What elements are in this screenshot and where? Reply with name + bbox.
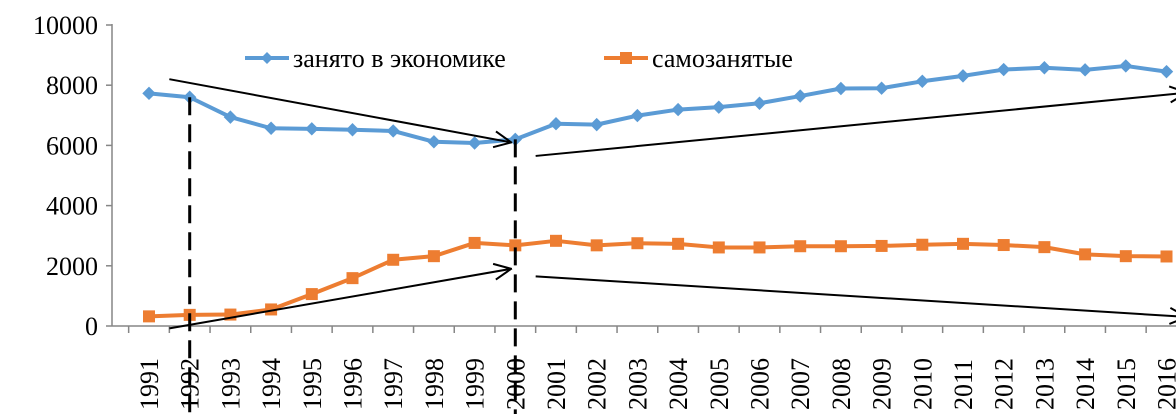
data-point	[305, 288, 318, 301]
data-point	[793, 89, 807, 103]
x-tick-label: 1991	[135, 358, 164, 410]
data-point	[549, 117, 563, 131]
legend-label: занято в экономике	[293, 44, 506, 73]
data-point	[590, 239, 603, 252]
data-point	[1119, 59, 1133, 73]
data-point	[427, 250, 440, 263]
data-point	[305, 122, 319, 136]
x-tick-label: 2011	[949, 359, 978, 410]
data-point	[1038, 241, 1051, 254]
y-tick-label: 6000	[46, 131, 98, 160]
legend-label: самозанятые	[652, 44, 793, 73]
trend-arrow	[169, 78, 511, 142]
data-point	[916, 238, 929, 251]
y-tick-label: 10000	[33, 11, 98, 40]
x-tick-label: 1994	[257, 358, 286, 410]
data-point	[753, 241, 766, 254]
x-tick-label: 2016	[1153, 358, 1176, 410]
y-tick-label: 8000	[46, 71, 98, 100]
data-point	[1079, 248, 1092, 261]
x-tick-label: 1998	[420, 358, 449, 410]
axes: 0200040006000800010000199119921993199419…	[33, 11, 1176, 410]
data-point	[874, 81, 889, 95]
data-point	[427, 135, 441, 149]
x-tick-label: 1997	[379, 358, 408, 410]
x-tick-label: 2012	[990, 358, 1019, 410]
trend-arrow	[169, 269, 511, 330]
legend-marker	[261, 52, 273, 64]
series-2	[143, 234, 1173, 323]
trend-arrow	[535, 93, 1176, 157]
data-point	[142, 86, 156, 101]
y-tick-label: 0	[85, 312, 98, 341]
data-point	[997, 239, 1010, 252]
x-tick-label: 1996	[339, 358, 368, 410]
x-tick-label: 2002	[583, 358, 612, 410]
x-tick-label: 2010	[908, 358, 937, 410]
data-point	[550, 234, 562, 247]
data-point	[631, 237, 644, 250]
y-tick-label: 2000	[46, 252, 98, 281]
data-point	[1160, 250, 1173, 263]
x-tick-label: 2005	[705, 358, 734, 410]
data-point	[671, 102, 685, 117]
series-line	[148, 238, 1167, 319]
x-tick-label: 2007	[786, 358, 815, 410]
data-point	[1159, 64, 1174, 79]
data-point	[956, 69, 970, 83]
x-tick-label: 1995	[298, 358, 327, 410]
series-line	[148, 63, 1167, 145]
legend-marker	[620, 52, 632, 64]
data-point	[712, 100, 726, 114]
x-tick-label: 2001	[542, 358, 571, 410]
data-point	[834, 240, 847, 253]
x-tick-label: 1999	[461, 358, 490, 410]
data-point	[1078, 63, 1092, 77]
x-tick-label: 2009	[868, 358, 897, 410]
data-point	[346, 272, 359, 285]
annotation-layer	[169, 78, 1176, 414]
legend: занято в экономике самозанятые	[245, 44, 793, 73]
series-1	[142, 59, 1174, 150]
data-point	[264, 121, 278, 135]
data-point	[386, 124, 400, 138]
data-point	[957, 237, 969, 250]
data-point	[996, 62, 1011, 77]
x-tick-label: 2015	[1112, 358, 1141, 410]
x-tick-label: 2004	[664, 358, 693, 410]
data-point	[875, 239, 888, 252]
x-tick-label: 2013	[1030, 358, 1059, 410]
x-tick-label: 2003	[623, 358, 652, 410]
data-point	[672, 237, 685, 250]
data-point	[712, 241, 725, 254]
data-point	[589, 117, 604, 132]
x-tick-label: 2006	[746, 358, 775, 410]
data-point	[143, 310, 155, 323]
series-layer	[142, 59, 1174, 323]
trend-arrow	[535, 275, 1176, 317]
data-point	[467, 136, 482, 150]
data-point	[345, 123, 360, 137]
data-point	[752, 96, 767, 110]
data-point	[223, 110, 238, 124]
data-point	[915, 74, 930, 88]
x-tick-label: 1993	[216, 358, 245, 410]
data-point	[630, 108, 645, 123]
data-point	[834, 81, 848, 96]
data-point	[265, 303, 278, 316]
data-point	[509, 239, 522, 252]
y-tick-label: 4000	[46, 192, 98, 221]
x-tick-label: 2014	[1071, 358, 1100, 410]
x-tick-label: 2008	[827, 358, 856, 410]
data-point	[387, 253, 400, 266]
data-point	[1037, 61, 1052, 75]
data-point	[794, 240, 807, 253]
data-point	[1119, 250, 1132, 263]
data-point	[468, 236, 481, 249]
